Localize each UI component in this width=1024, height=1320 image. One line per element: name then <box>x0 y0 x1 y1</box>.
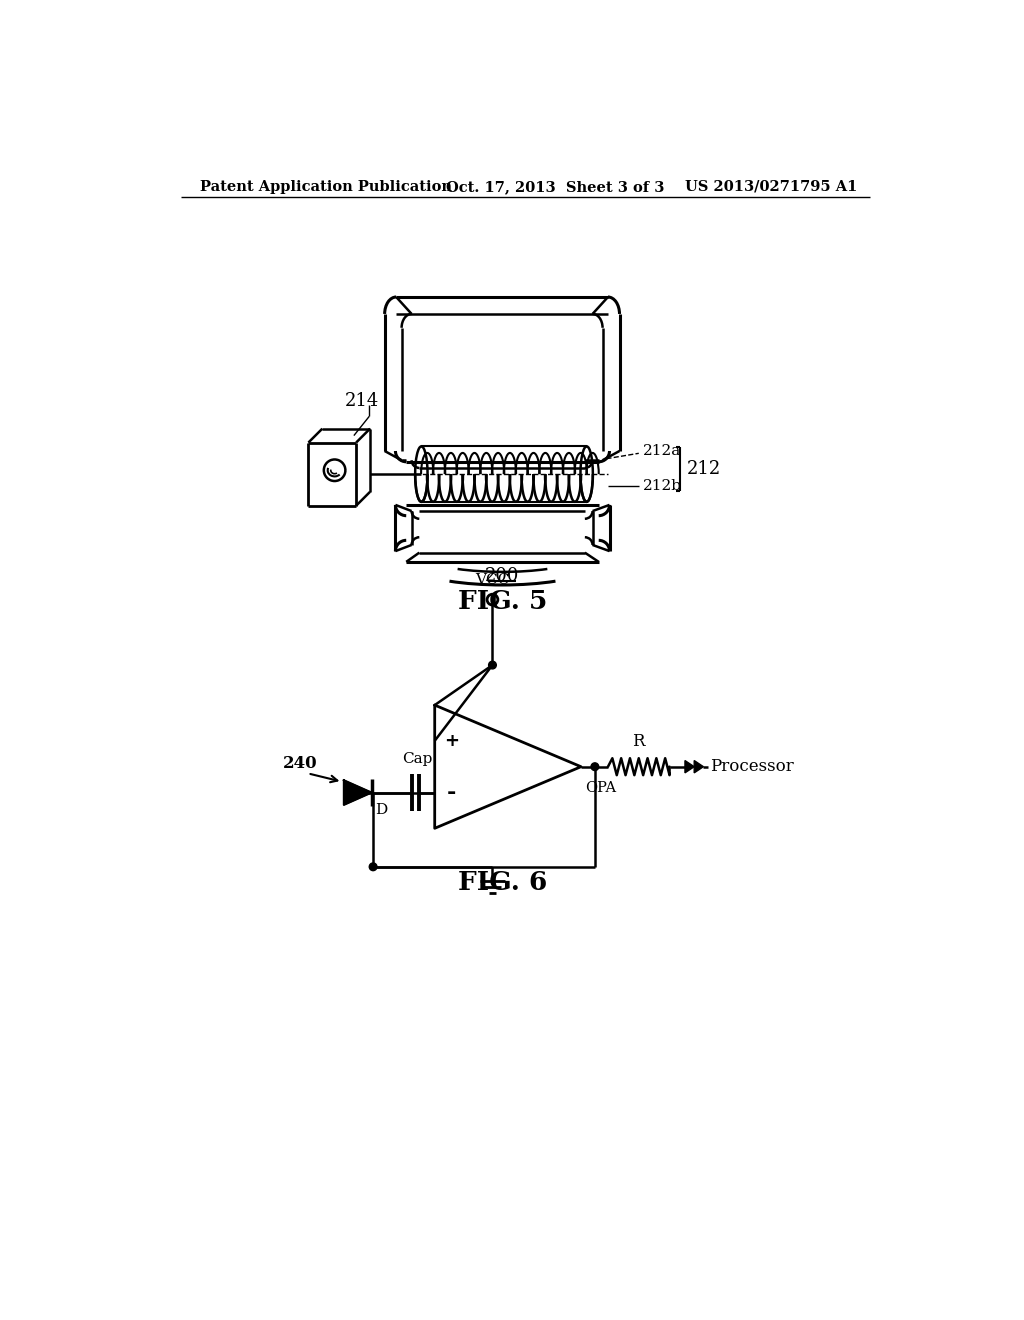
Polygon shape <box>685 760 694 774</box>
Text: Processor: Processor <box>710 758 794 775</box>
Circle shape <box>591 763 599 771</box>
Text: Patent Application Publication: Patent Application Publication <box>200 180 452 194</box>
Polygon shape <box>694 760 703 774</box>
Text: D: D <box>376 803 388 817</box>
Text: 200: 200 <box>485 566 519 585</box>
Text: 212: 212 <box>686 459 721 478</box>
Circle shape <box>488 661 497 669</box>
Text: OPA: OPA <box>585 780 616 795</box>
Text: R: R <box>633 733 645 750</box>
Text: US 2013/0271795 A1: US 2013/0271795 A1 <box>685 180 857 194</box>
Text: 240: 240 <box>283 755 317 772</box>
Text: Cap: Cap <box>401 752 432 767</box>
Text: VCC: VCC <box>475 573 510 587</box>
Text: +: + <box>444 731 459 750</box>
Circle shape <box>370 863 377 871</box>
Text: Oct. 17, 2013  Sheet 3 of 3: Oct. 17, 2013 Sheet 3 of 3 <box>446 180 665 194</box>
Polygon shape <box>344 780 372 805</box>
Text: 212b: 212b <box>643 479 682 492</box>
Text: -: - <box>446 783 457 803</box>
Text: FIG. 5: FIG. 5 <box>458 589 547 614</box>
Text: FIG. 6: FIG. 6 <box>458 870 547 895</box>
Text: 214: 214 <box>344 392 379 411</box>
Text: 212a: 212a <box>643 444 681 458</box>
